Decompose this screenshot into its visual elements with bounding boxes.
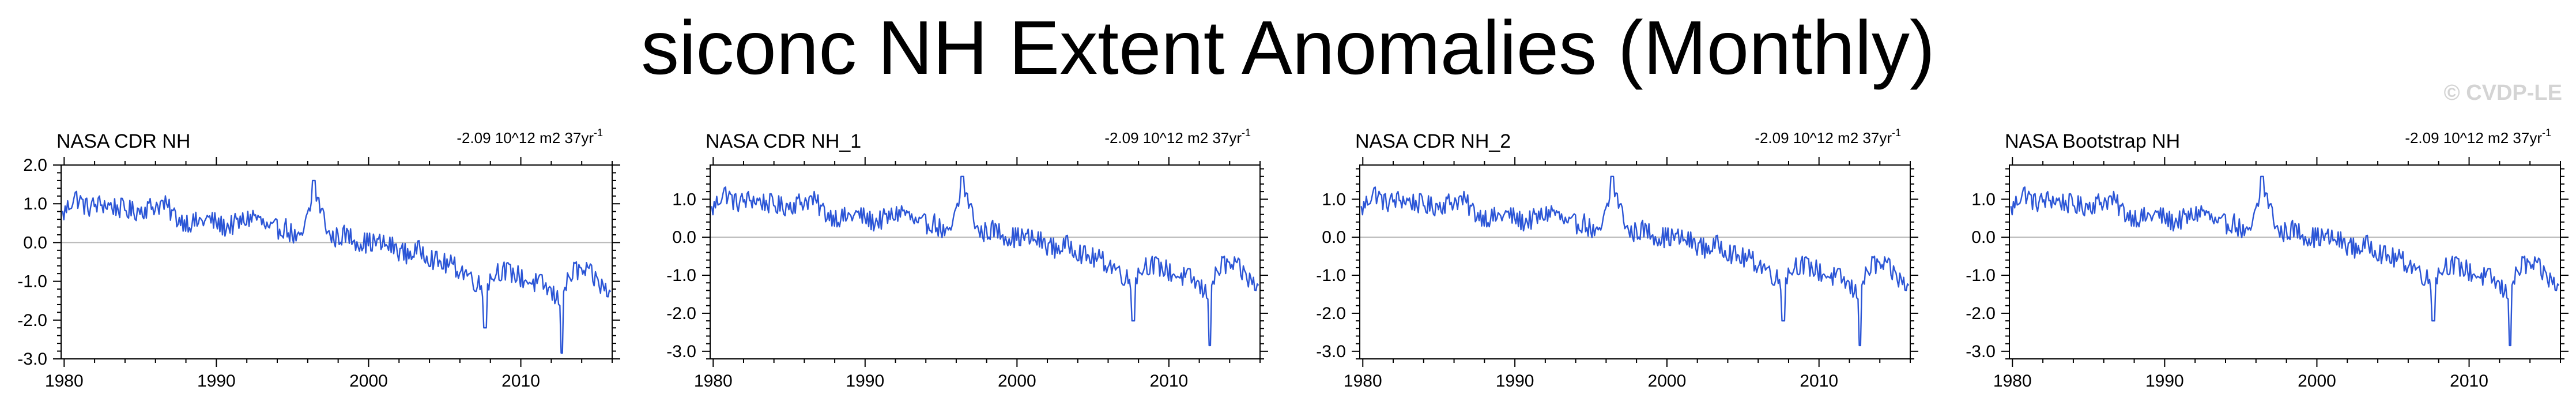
y-tick-label: -3.0 xyxy=(666,342,696,361)
y-tick-label: -1.0 xyxy=(1966,266,1996,285)
plot-frame xyxy=(61,164,613,359)
series-line xyxy=(62,179,612,354)
y-tick-label: -1.0 xyxy=(17,272,47,291)
x-tick-label: 1980 xyxy=(1344,372,1382,391)
series-line xyxy=(711,175,1259,347)
x-tick-label: 1980 xyxy=(1993,372,2032,391)
y-tick-label: -2.0 xyxy=(666,304,696,323)
watermark: © CVDP-LE xyxy=(2443,81,2562,105)
x-tick-label: 2000 xyxy=(1648,372,1687,391)
panel-title: NASA CDR NH_1 xyxy=(706,130,861,152)
trend-annotation-value: -2.09 10^12 m2 37yr xyxy=(1755,129,1892,147)
y-tick-label: 1.0 xyxy=(1971,190,1996,209)
x-tick-label: 2000 xyxy=(349,372,388,391)
x-tick-label: 1990 xyxy=(846,372,884,391)
panel-title: NASA CDR NH xyxy=(56,130,190,152)
y-tick-label: 0.0 xyxy=(23,233,47,252)
y-tick-label: 1.0 xyxy=(1322,190,1346,209)
panel-title: NASA CDR NH_2 xyxy=(1355,130,1511,152)
panel-title: NASA Bootstrap NH xyxy=(2005,130,2180,152)
trend-annotation-exponent: -1 xyxy=(1892,127,1901,138)
trend-annotation: -2.09 10^12 m2 37yr-1 xyxy=(1755,127,1901,147)
x-tick-label: 1990 xyxy=(1496,372,1534,391)
trend-annotation-exponent: -1 xyxy=(2542,127,2551,138)
chart-panel-2: 1980 1990 2000 2010 -3.0 -2.0 -1.0 0.0 1.0 NASA C… xyxy=(666,127,1268,391)
y-tick-label: 0.0 xyxy=(672,228,696,247)
plot-frame xyxy=(1359,164,1911,359)
x-tick-label: 2010 xyxy=(1800,372,1838,391)
y-tick-label: -2.0 xyxy=(1966,304,1996,323)
chart-panel-3: 1980 1990 2000 2010 -3.0 -2.0 -1.0 0.0 1.0 NASA C… xyxy=(1316,127,1918,391)
y-tick-label: 0.0 xyxy=(1971,228,1996,247)
x-tick-label: 1980 xyxy=(694,372,733,391)
x-tick-label: 1980 xyxy=(45,372,84,391)
trend-annotation: -2.09 10^12 m2 37yr-1 xyxy=(1104,127,1251,147)
series-line xyxy=(2010,175,2560,347)
chart-panel-4: 1980 1990 2000 2010 -3.0 -2.0 -1.0 0.0 1.0 NASA B… xyxy=(1966,127,2569,391)
y-tick-label: 2.0 xyxy=(23,156,47,175)
chart-panel-1: 1980 1990 2000 2010 -3.0 -2.0 -1.0 0.0 1.0 2.0 NAS… xyxy=(17,127,620,391)
x-tick-label: 2010 xyxy=(1150,372,1189,391)
y-tick-label: 1.0 xyxy=(672,190,696,209)
plot-frame xyxy=(710,164,1261,359)
trend-annotation-value: -2.09 10^12 m2 37yr xyxy=(457,129,594,147)
trend-annotation: -2.09 10^12 m2 37yr-1 xyxy=(457,127,603,147)
plot-frame xyxy=(2009,164,2561,359)
trend-annotation: -2.09 10^12 m2 37yr-1 xyxy=(2405,127,2551,147)
x-tick-label: 1990 xyxy=(2145,372,2184,391)
trend-annotation-exponent: -1 xyxy=(594,127,603,138)
y-tick-label: -3.0 xyxy=(1966,342,1996,361)
y-tick-label: -2.0 xyxy=(1316,304,1346,323)
y-tick-label: -1.0 xyxy=(666,266,696,285)
y-tick-label: -1.0 xyxy=(1316,266,1346,285)
trend-annotation-exponent: -1 xyxy=(1242,127,1251,138)
x-tick-label: 2010 xyxy=(501,372,540,391)
x-tick-label: 2010 xyxy=(2450,372,2488,391)
trend-annotation-value: -2.09 10^12 m2 37yr xyxy=(1104,129,1242,147)
x-tick-label: 2000 xyxy=(998,372,1036,391)
x-tick-label: 2000 xyxy=(2298,372,2336,391)
y-tick-label: -3.0 xyxy=(17,350,47,369)
x-tick-label: 1990 xyxy=(197,372,236,391)
y-tick-label: -2.0 xyxy=(17,311,47,330)
y-tick-label: -3.0 xyxy=(1316,342,1346,361)
figure-title: siconc NH Extent Anomalies (Monthly) xyxy=(641,5,1935,90)
y-tick-label: 0.0 xyxy=(1322,228,1346,247)
series-line xyxy=(1360,175,1910,347)
trend-annotation-value: -2.09 10^12 m2 37yr xyxy=(2405,129,2542,147)
y-tick-label: 1.0 xyxy=(23,194,47,213)
